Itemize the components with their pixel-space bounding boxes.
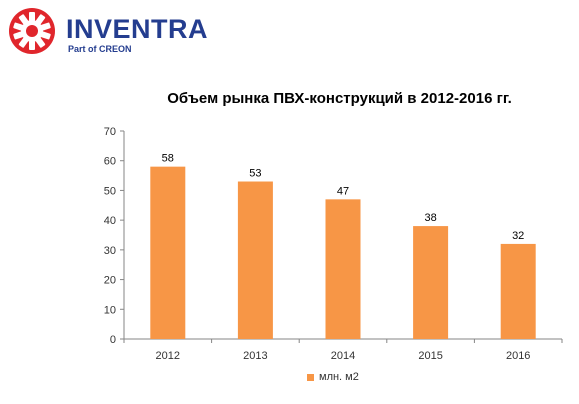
inventra-emblem-icon <box>9 8 55 54</box>
chart-title: Объем рынка ПВХ-конструкций в 2012-2016 … <box>167 90 512 107</box>
y-tick-label: 50 <box>104 185 116 197</box>
data-label: 53 <box>249 168 261 180</box>
y-tick-label: 10 <box>104 304 116 316</box>
data-label: 47 <box>337 185 349 197</box>
y-tick-label: 40 <box>104 215 116 227</box>
logo-name: INVENTRA <box>66 14 209 44</box>
x-tick-label: 2014 <box>331 350 355 362</box>
bar <box>413 226 449 339</box>
y-tick-label: 60 <box>104 156 116 168</box>
bar <box>237 181 273 339</box>
x-tick-label: 2016 <box>506 350 530 362</box>
data-label: 32 <box>512 230 524 242</box>
bar <box>500 243 536 339</box>
bar <box>150 166 186 339</box>
y-tick-label: 0 <box>110 334 116 346</box>
legend-label: млн. м2 <box>319 371 359 383</box>
x-tick-label: 2015 <box>418 350 442 362</box>
y-tick-label: 70 <box>104 126 116 138</box>
y-tick-label: 30 <box>104 245 116 257</box>
inventra-logo: INVENTRA Part of CREON <box>6 5 209 65</box>
legend: млн. м2 <box>307 371 359 383</box>
legend-swatch <box>307 373 314 381</box>
data-label: 58 <box>162 153 174 165</box>
bar <box>325 199 361 339</box>
logo-subtitle: Part of CREON <box>68 44 132 54</box>
x-tick-label: 2012 <box>156 350 180 362</box>
x-tick-label: 2013 <box>243 350 267 362</box>
data-label: 38 <box>424 212 436 224</box>
y-tick-label: 20 <box>104 275 116 287</box>
